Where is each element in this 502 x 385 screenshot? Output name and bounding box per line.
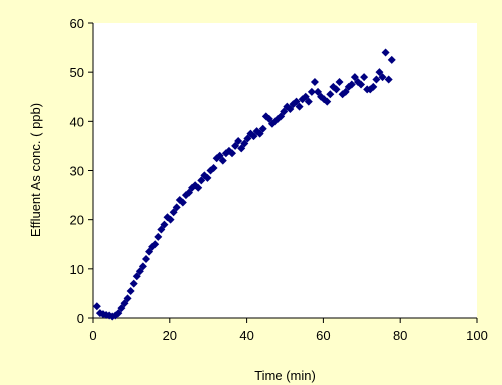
y-tick-label: 40 [70,114,84,129]
data-point [372,75,381,84]
data-point [141,255,150,263]
data-point [378,73,387,82]
y-tick-label: 10 [70,262,84,277]
data-point [160,220,169,229]
data-point [166,215,175,224]
data-point [323,97,332,106]
x-tick-label: 0 [89,328,96,343]
y-tick-label: 0 [77,311,84,326]
data-point [326,90,335,99]
data-point [387,55,396,64]
x-tick-label: 20 [163,328,177,343]
data-point [129,279,138,288]
data-point [384,75,393,84]
data-point [154,232,163,241]
data-point [295,102,304,111]
data-point [234,137,243,145]
data-point [347,80,356,89]
y-tick-label: 30 [70,164,84,179]
data-point [335,78,344,86]
plot-area [93,23,477,318]
data-point [307,87,316,96]
x-tick-label: 80 [393,328,407,343]
data-point [357,80,366,89]
data-point [92,302,101,311]
data-point [123,294,132,303]
y-tick-label: 60 [70,16,84,31]
data-point [360,73,369,82]
data-point [304,97,313,106]
data-point [369,82,378,91]
data-point [194,183,203,192]
data-point [209,164,218,173]
data-point [332,85,341,94]
data-points [92,48,396,321]
data-point [178,198,187,207]
data-point [381,48,390,57]
data-point [126,286,135,295]
data-point [120,299,129,308]
ticks: 0 20 40 60 80 100 0 10 20 30 40 50 60 [70,16,488,343]
y-tick-label: 50 [70,65,84,80]
x-axis-title: Time (min) [254,368,316,383]
data-point [258,124,267,133]
x-tick-label: 100 [466,328,488,343]
x-tick-label: 40 [239,328,253,343]
data-point [218,156,227,165]
x-tick-label: 60 [316,328,330,343]
data-point [151,240,160,249]
data-point [172,203,181,212]
data-point [203,173,212,182]
y-axis-title: Effluent As conc. ( ppb) [28,103,43,237]
y-tick-label: 20 [70,213,84,228]
data-point [138,262,147,271]
data-point [228,149,237,158]
data-point [310,78,319,86]
